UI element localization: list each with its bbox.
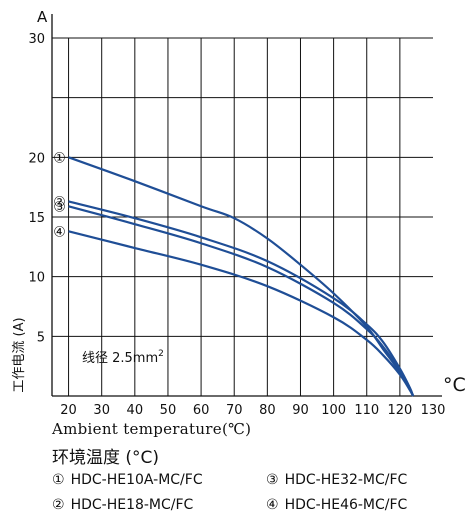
series-curves <box>68 156 415 397</box>
legend-label-3: HDC-HE32-MC/FC <box>284 472 408 488</box>
x-axis-unit: °C <box>443 374 466 396</box>
x-axis-label-en: Ambient temperature(℃) <box>52 420 252 438</box>
axes <box>51 14 442 397</box>
tick-labels: 20 30 40 50 60 70 80 90 100 110 120 130 5 10 15 20 30 <box>28 32 445 418</box>
legend-item-2: ② HDC-HE18-MC/FC <box>52 497 193 513</box>
y-tick-label-10: 10 <box>28 271 45 286</box>
legend-label-1: HDC-HE10A-MC/FC <box>70 472 203 488</box>
x-tick-label-130: 130 <box>421 403 446 418</box>
x-tick-label-50: 50 <box>160 403 177 418</box>
series-line-4 <box>68 230 415 397</box>
series-marker-2: ② <box>53 194 66 210</box>
y-tick-label-5: 5 <box>37 330 45 345</box>
y-axis-label: 工作电流 (A) <box>12 317 27 392</box>
y-axis-unit: A <box>37 8 48 26</box>
legend-label-4: HDC-HE46-MC/FC <box>284 497 408 513</box>
wire-gauge-annotation: 线径 2.5mm2 <box>82 349 164 366</box>
x-tick-label-70: 70 <box>226 403 243 418</box>
annotation-superscript: 2 <box>158 349 164 359</box>
x-tick-label-80: 80 <box>259 403 276 418</box>
x-tick-label-110: 110 <box>354 403 379 418</box>
x-tick-label-20: 20 <box>60 403 77 418</box>
x-tick-label-100: 100 <box>321 403 346 418</box>
series-marker-4: ④ <box>53 224 66 240</box>
x-axis-label-cn: 环境温度 (°C) <box>52 448 160 468</box>
legend-marker-1: ① <box>52 472 65 488</box>
x-tick-label-40: 40 <box>127 403 144 418</box>
x-tick-label-90: 90 <box>292 403 309 418</box>
legend-marker-2: ② <box>52 497 65 513</box>
x-tick-label-30: 30 <box>93 403 110 418</box>
legend-item-3: ③ HDC-HE32-MC/FC <box>266 472 407 488</box>
legend-marker-3: ③ <box>266 472 279 488</box>
legend-marker-4: ④ <box>266 497 279 513</box>
x-tick-label-60: 60 <box>193 403 210 418</box>
series-line-2 <box>68 200 415 397</box>
series-marker-3: ③ <box>53 199 66 215</box>
annotation-text: 线径 2.5mm <box>82 351 158 366</box>
series-marker-1: ① <box>53 150 66 166</box>
legend-label-2: HDC-HE18-MC/FC <box>70 497 194 513</box>
y-tick-label-15: 15 <box>28 211 45 226</box>
y-tick-label-20: 20 <box>28 151 45 166</box>
series-markers: ① ②③ ④ <box>53 150 66 240</box>
x-tick-label-120: 120 <box>387 403 412 418</box>
y-tick-label-30: 30 <box>28 32 45 47</box>
legend-item-4: ④ HDC-HE46-MC/FC <box>266 497 407 513</box>
series-line-3 <box>68 205 415 397</box>
legend-item-1: ① HDC-HE10A-MC/FC <box>52 472 203 488</box>
